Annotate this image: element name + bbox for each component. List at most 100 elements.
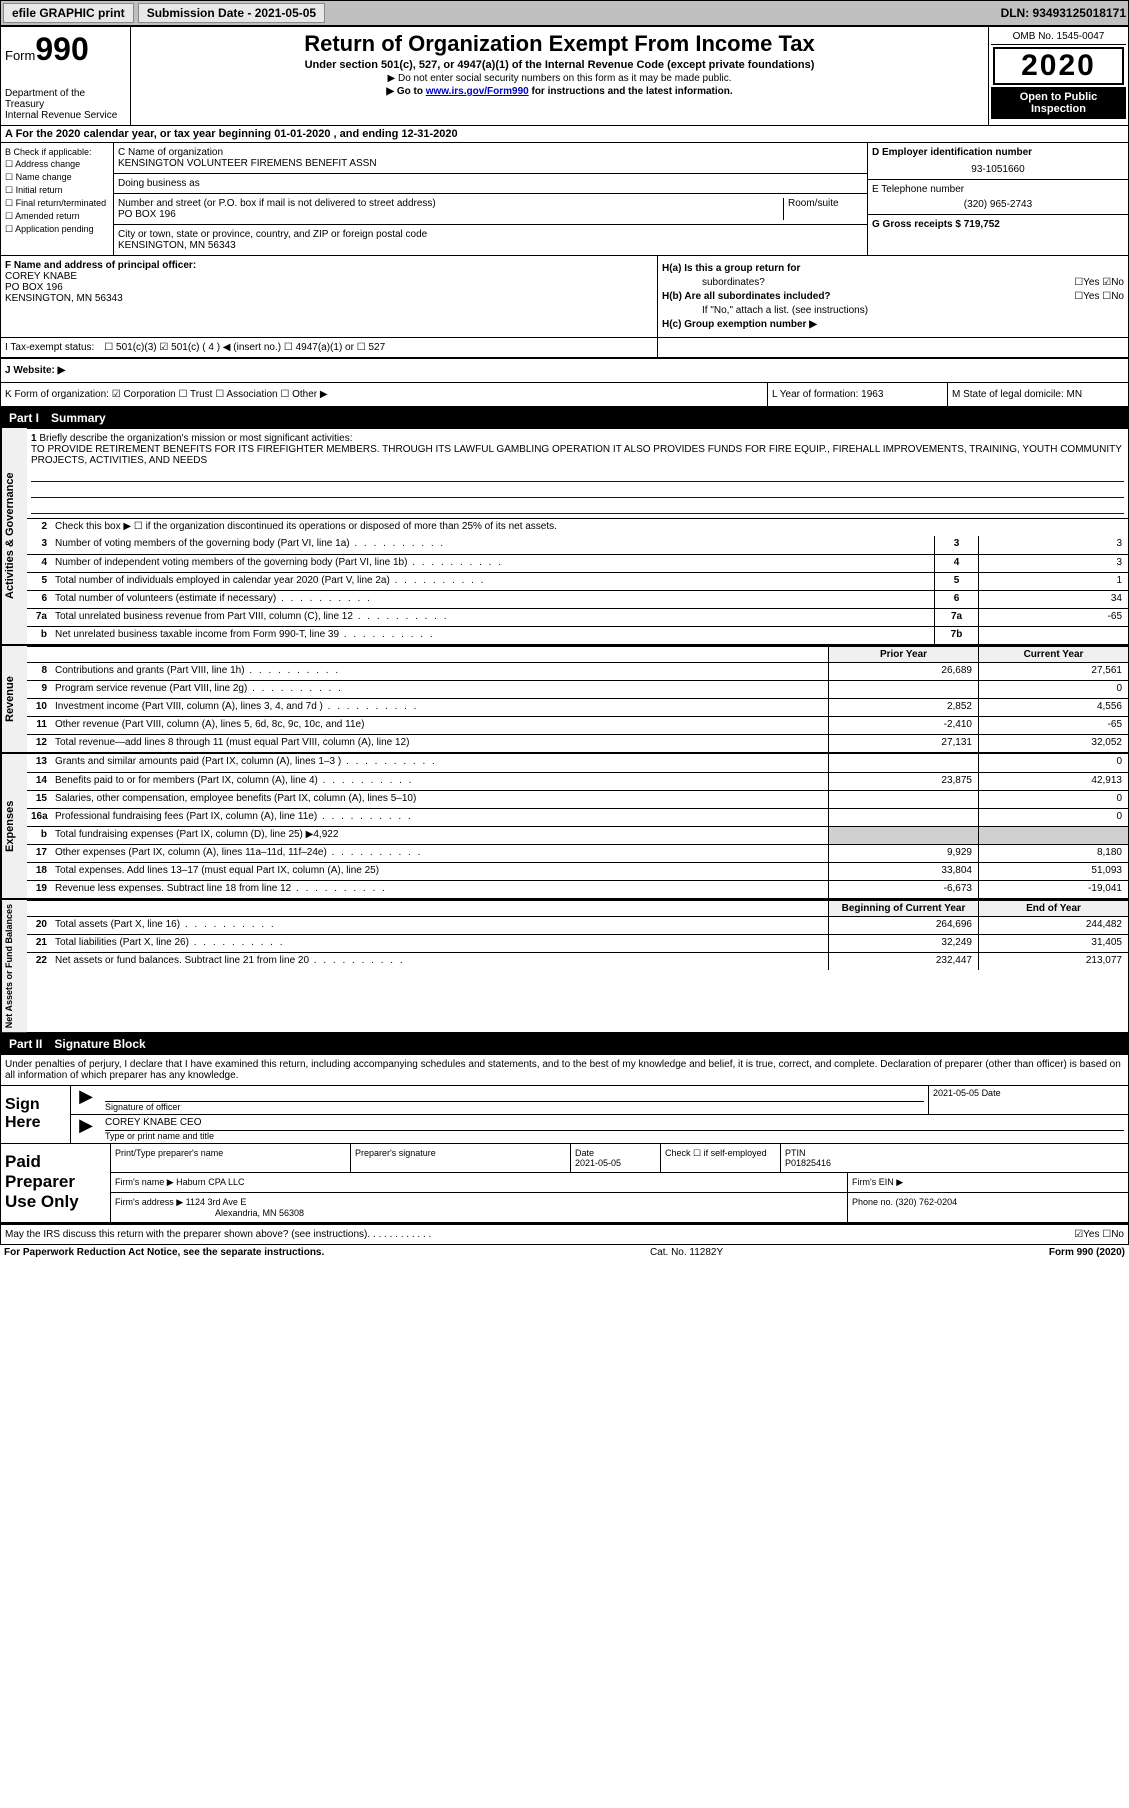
b-addr-change[interactable]: ☐ Address change: [5, 159, 109, 170]
form-subtitle: Under section 501(c), 527, or 4947(a)(1)…: [135, 59, 984, 71]
expenses-section: Expenses 13 Grants and similar amounts p…: [1, 752, 1128, 898]
city-value: KENSINGTON, MN 56343: [118, 240, 863, 251]
preparer-right: Print/Type preparer's name Preparer's si…: [111, 1144, 1128, 1222]
l13-desc: Grants and similar amounts paid (Part IX…: [51, 754, 828, 772]
l14-prior: 23,875: [828, 773, 978, 790]
top-bar: efile GRAPHIC print Submission Date - 20…: [0, 0, 1129, 26]
hb-yesno[interactable]: ☐Yes ☐No: [1074, 291, 1124, 302]
l16b-current: [978, 827, 1128, 844]
signature-declaration: Under penalties of perjury, I declare th…: [1, 1054, 1128, 1085]
sig-date-val: 2021-05-05: [933, 1088, 979, 1098]
i-opts[interactable]: ☐ 501(c)(3) ☑ 501(c) ( 4 ) ◀ (insert no.…: [104, 342, 385, 353]
l1-num: 1: [31, 433, 37, 444]
l15-num: 15: [27, 791, 51, 808]
l1-uline1: [31, 468, 1124, 482]
l12-current: 32,052: [978, 735, 1128, 752]
activities-content: 1 Briefly describe the organization's mi…: [27, 428, 1128, 644]
revenue-section: Revenue Prior Year Current Year 8 Contri…: [1, 644, 1128, 752]
prep-row1: Print/Type preparer's name Preparer's si…: [111, 1144, 1128, 1173]
l12-prior: 27,131: [828, 735, 978, 752]
l4-desc: Number of independent voting members of …: [51, 555, 934, 572]
j-label: J Website: ▶: [5, 365, 65, 376]
ein-value: 93-1051660: [872, 158, 1124, 175]
sig-blank[interactable]: [105, 1088, 924, 1102]
l7b-num: b: [27, 627, 51, 644]
l16a-prior: [828, 809, 978, 826]
c-name: KENSINGTON VOLUNTEER FIREMENS BENEFIT AS…: [118, 158, 863, 169]
hc-line: H(c) Group exemption number ▶: [662, 319, 1124, 330]
ha-yesno[interactable]: ☐Yes ☑No: [1074, 277, 1124, 288]
sig-date-cell: 2021-05-05 Date: [928, 1086, 1128, 1114]
section-k: K Form of organization: ☑ Corporation ☐ …: [1, 383, 768, 406]
header-right: OMB No. 1545-0047 2020 Open to Public In…: [988, 27, 1128, 125]
line-17: 17 Other expenses (Part IX, column (A), …: [27, 844, 1128, 862]
sig-name-cell: COREY KNABE CEO Type or print name and t…: [101, 1115, 1128, 1143]
l14-current: 42,913: [978, 773, 1128, 790]
line-2: 2 Check this box ▶ ☐ if the organization…: [27, 518, 1128, 536]
expenses-content: 13 Grants and similar amounts paid (Part…: [27, 754, 1128, 898]
discuss-yesno[interactable]: ☑Yes ☐No: [1074, 1229, 1124, 1240]
l19-desc: Revenue less expenses. Subtract line 18 …: [51, 881, 828, 898]
line-3: 3 Number of voting members of the govern…: [27, 536, 1128, 554]
b-final-return[interactable]: ☐ Final return/terminated: [5, 198, 109, 209]
preparer-left-label: Paid Preparer Use Only: [1, 1144, 111, 1222]
firm-name-label: Firm's name ▶: [115, 1177, 174, 1187]
sign-section: Sign Here ▶ Signature of officer 2021-05…: [1, 1085, 1128, 1144]
sig-arrow2: ▶: [71, 1115, 101, 1143]
sig-label: Signature of officer: [105, 1102, 180, 1112]
b-name-change[interactable]: ☐ Name change: [5, 172, 109, 183]
sign-right: ▶ Signature of officer 2021-05-05 Date ▶…: [71, 1086, 1128, 1143]
efile-button[interactable]: efile GRAPHIC print: [3, 3, 134, 23]
b-amended[interactable]: ☐ Amended return: [5, 211, 109, 222]
line-16b: b Total fundraising expenses (Part IX, c…: [27, 826, 1128, 844]
discuss-dots: . . . . . . . . . . . .: [367, 1229, 431, 1240]
l8-current: 27,561: [978, 663, 1128, 680]
expenses-side-label: Expenses: [1, 754, 27, 898]
l15-prior: [828, 791, 978, 808]
prior-year-hdr: Prior Year: [828, 647, 978, 662]
line-4: 4 Number of independent voting members o…: [27, 554, 1128, 572]
gross-label: G Gross receipts $ 719,752: [872, 219, 1124, 230]
city-row: City or town, state or province, country…: [114, 225, 867, 255]
info-section: B Check if applicable: ☐ Address change …: [1, 143, 1128, 256]
header-note1: ▶ Do not enter social security numbers o…: [135, 73, 984, 84]
l15-current: 0: [978, 791, 1128, 808]
l2-desc: Check this box ▶ ☐ if the organization d…: [51, 519, 1128, 536]
org-name-row: C Name of organization KENSINGTON VOLUNT…: [114, 143, 867, 174]
line-1: 1 Briefly describe the organization's mi…: [27, 428, 1128, 518]
line-21: 21 Total liabilities (Part X, line 26) 3…: [27, 934, 1128, 952]
firm-ein-label: Firm's EIN ▶: [848, 1173, 1128, 1192]
section-i: I Tax-exempt status: ☐ 501(c)(3) ☑ 501(c…: [1, 338, 658, 357]
phone-label: E Telephone number: [872, 184, 1124, 195]
form990-link[interactable]: www.irs.gov/Form990: [426, 86, 529, 97]
l9-prior: [828, 681, 978, 698]
l3-box: 3: [934, 536, 978, 554]
l22-desc: Net assets or fund balances. Subtract li…: [51, 953, 828, 970]
l5-val: 1: [978, 573, 1128, 590]
header-note2: ▶ Go to www.irs.gov/Form990 for instruct…: [135, 86, 984, 97]
section-d: D Employer identification number 93-1051…: [868, 143, 1128, 255]
b-pending[interactable]: ☐ Application pending: [5, 224, 109, 235]
note2-pre: ▶ Go to: [386, 86, 425, 97]
phone-value: (320) 965-2743: [872, 195, 1124, 210]
part1-title: Summary: [51, 411, 106, 425]
b-initial-return[interactable]: ☐ Initial return: [5, 185, 109, 196]
l22-prior: 232,447: [828, 953, 978, 970]
prep-check-label[interactable]: Check ☐ if self-employed: [661, 1144, 781, 1172]
l9-desc: Program service revenue (Part VIII, line…: [51, 681, 828, 698]
l21-num: 21: [27, 935, 51, 952]
hb-label: H(b) Are all subordinates included?: [662, 291, 831, 302]
l16b-desc: Total fundraising expenses (Part IX, col…: [51, 827, 828, 844]
l20-desc: Total assets (Part X, line 16): [51, 917, 828, 934]
l16a-num: 16a: [27, 809, 51, 826]
section-i-row: I Tax-exempt status: ☐ 501(c)(3) ☑ 501(c…: [1, 338, 1128, 358]
prep-date-label: Date: [575, 1148, 656, 1158]
revenue-content: Prior Year Current Year 8 Contributions …: [27, 646, 1128, 752]
sig-arrow1: ▶: [71, 1086, 101, 1114]
header-section: Form990 Department of the Treasury Inter…: [1, 27, 1128, 126]
b-label: B Check if applicable:: [5, 147, 109, 157]
irs-label: Internal Revenue Service: [5, 110, 126, 121]
part1-header: Part I Summary: [1, 406, 1128, 428]
bottom-right: Form 990 (2020): [1049, 1247, 1125, 1258]
l1-label: Briefly describe the organization's miss…: [39, 433, 352, 444]
